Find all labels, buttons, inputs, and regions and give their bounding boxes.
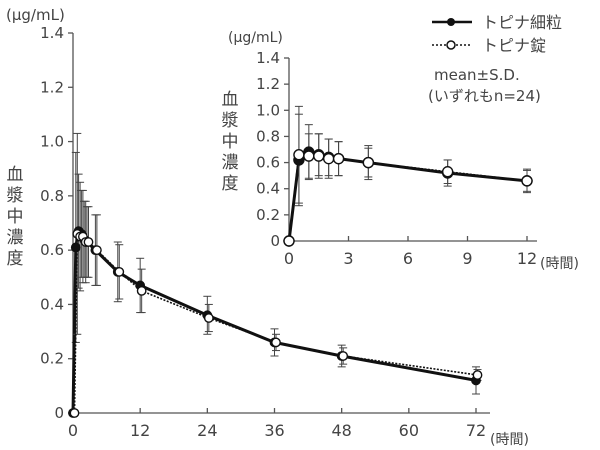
data-point: [69, 408, 80, 418]
main-x-tick-label: 72: [466, 421, 486, 440]
main-x-tick-label: 12: [130, 421, 150, 440]
inset-x-tick-label: 3: [343, 249, 353, 268]
main-axes: 00.20.40.60.81.01.21.40 12 24 36 48 60 72: [40, 24, 490, 440]
data-point: [313, 150, 325, 162]
legend-label-1: トピナ錠: [482, 36, 546, 55]
series-line: [71, 227, 477, 414]
main-y-label-char: 漿: [7, 186, 24, 206]
data-point: [362, 156, 375, 169]
inset-y-tick-label: 0.8: [256, 127, 280, 145]
data-point: [322, 152, 335, 165]
inset-y-tick-label: 1.4: [256, 49, 280, 67]
data-point: [472, 370, 483, 380]
main-plot-area: [68, 132, 483, 418]
data-point: [338, 351, 349, 361]
data-point: [83, 237, 94, 247]
series-line: [288, 153, 528, 242]
series-inset-1: [288, 105, 531, 242]
main-x-tick-label: 24: [197, 421, 217, 440]
inset-y-label-char: 中: [222, 132, 239, 152]
main-y-tick-label: 0: [54, 404, 64, 422]
inset-y-unit: (μg/mL): [228, 30, 283, 46]
data-point: [332, 152, 345, 165]
inset-x-tick-label: 0: [284, 249, 294, 268]
main-x-tick-label: 0: [68, 421, 78, 440]
main-y-label-char: 血: [7, 165, 24, 185]
inset-y-label-char: 血: [222, 90, 239, 110]
main-y-label-char: 中: [7, 207, 24, 227]
data-point: [441, 166, 454, 178]
legend-label-0: トピナ細粒: [482, 13, 562, 32]
main-y-tick-label: 0.8: [40, 187, 64, 205]
data-point: [293, 149, 305, 161]
main-x-unit: (時間): [490, 432, 529, 448]
series-line: [73, 232, 478, 414]
data-point: [114, 266, 125, 277]
main-x-tick-label: 48: [331, 421, 351, 440]
legend-note-1: mean±S.D.: [434, 66, 520, 84]
inset-y-tick-label: 0.4: [256, 180, 280, 198]
legend-marker-open: [446, 40, 456, 50]
data-point: [203, 313, 214, 323]
main-y-label-char: 濃: [7, 228, 24, 248]
data-point: [70, 242, 81, 253]
data-point: [271, 337, 281, 348]
main-x-tick-label: 60: [399, 421, 419, 440]
main-y-tick-label: 0.2: [40, 350, 64, 368]
data-point: [521, 175, 533, 187]
inset-y-tick-label: 0.6: [256, 154, 280, 172]
inset-y-label-char: 度: [222, 174, 239, 194]
main-y-tick-label: 1.0: [40, 133, 64, 151]
inset-y-label-char: 濃: [222, 153, 239, 173]
inset-x-tick-label: 9: [462, 249, 472, 268]
inset-y-tick-label: 0: [270, 232, 280, 250]
main-y-tick-label: 0.6: [40, 241, 64, 259]
inset-x-tick-label: 6: [403, 249, 413, 268]
main-x-tick-label: 36: [264, 421, 284, 440]
inset-plot-area: [283, 105, 533, 247]
main-y-label-char: 度: [7, 249, 24, 269]
data-point: [91, 245, 102, 256]
inset-axes: 0 0.2 0.4 0.6 0.8 1.0 1.2 1.4 0 3 6 9 12: [256, 49, 537, 268]
inset-y-tick-label: 0.2: [256, 206, 280, 224]
series-line: [287, 150, 528, 242]
inset-y-tick-label: 1.2: [256, 75, 280, 93]
main-y-unit: (μg/mL): [6, 6, 65, 24]
legend: トピナ細粒 トピナ錠 mean±S.D. (いずれもn=24): [428, 13, 562, 105]
main-y-tick-label: 1.4: [40, 24, 64, 42]
inset-y-label-char: 漿: [222, 111, 239, 131]
inset-y-tick-label: 1.0: [256, 101, 280, 119]
inset-x-unit: (時間): [540, 256, 579, 272]
data-point: [136, 285, 147, 296]
legend-marker-filled: [447, 18, 455, 26]
data-point: [283, 235, 295, 247]
inset-x-tick-label: 12: [517, 249, 537, 268]
data-point: [303, 150, 315, 162]
legend-note-2: (いずれもn=24): [428, 87, 541, 105]
main-y-tick-label: 0.4: [40, 295, 64, 313]
main-y-tick-label: 1.2: [40, 78, 64, 96]
